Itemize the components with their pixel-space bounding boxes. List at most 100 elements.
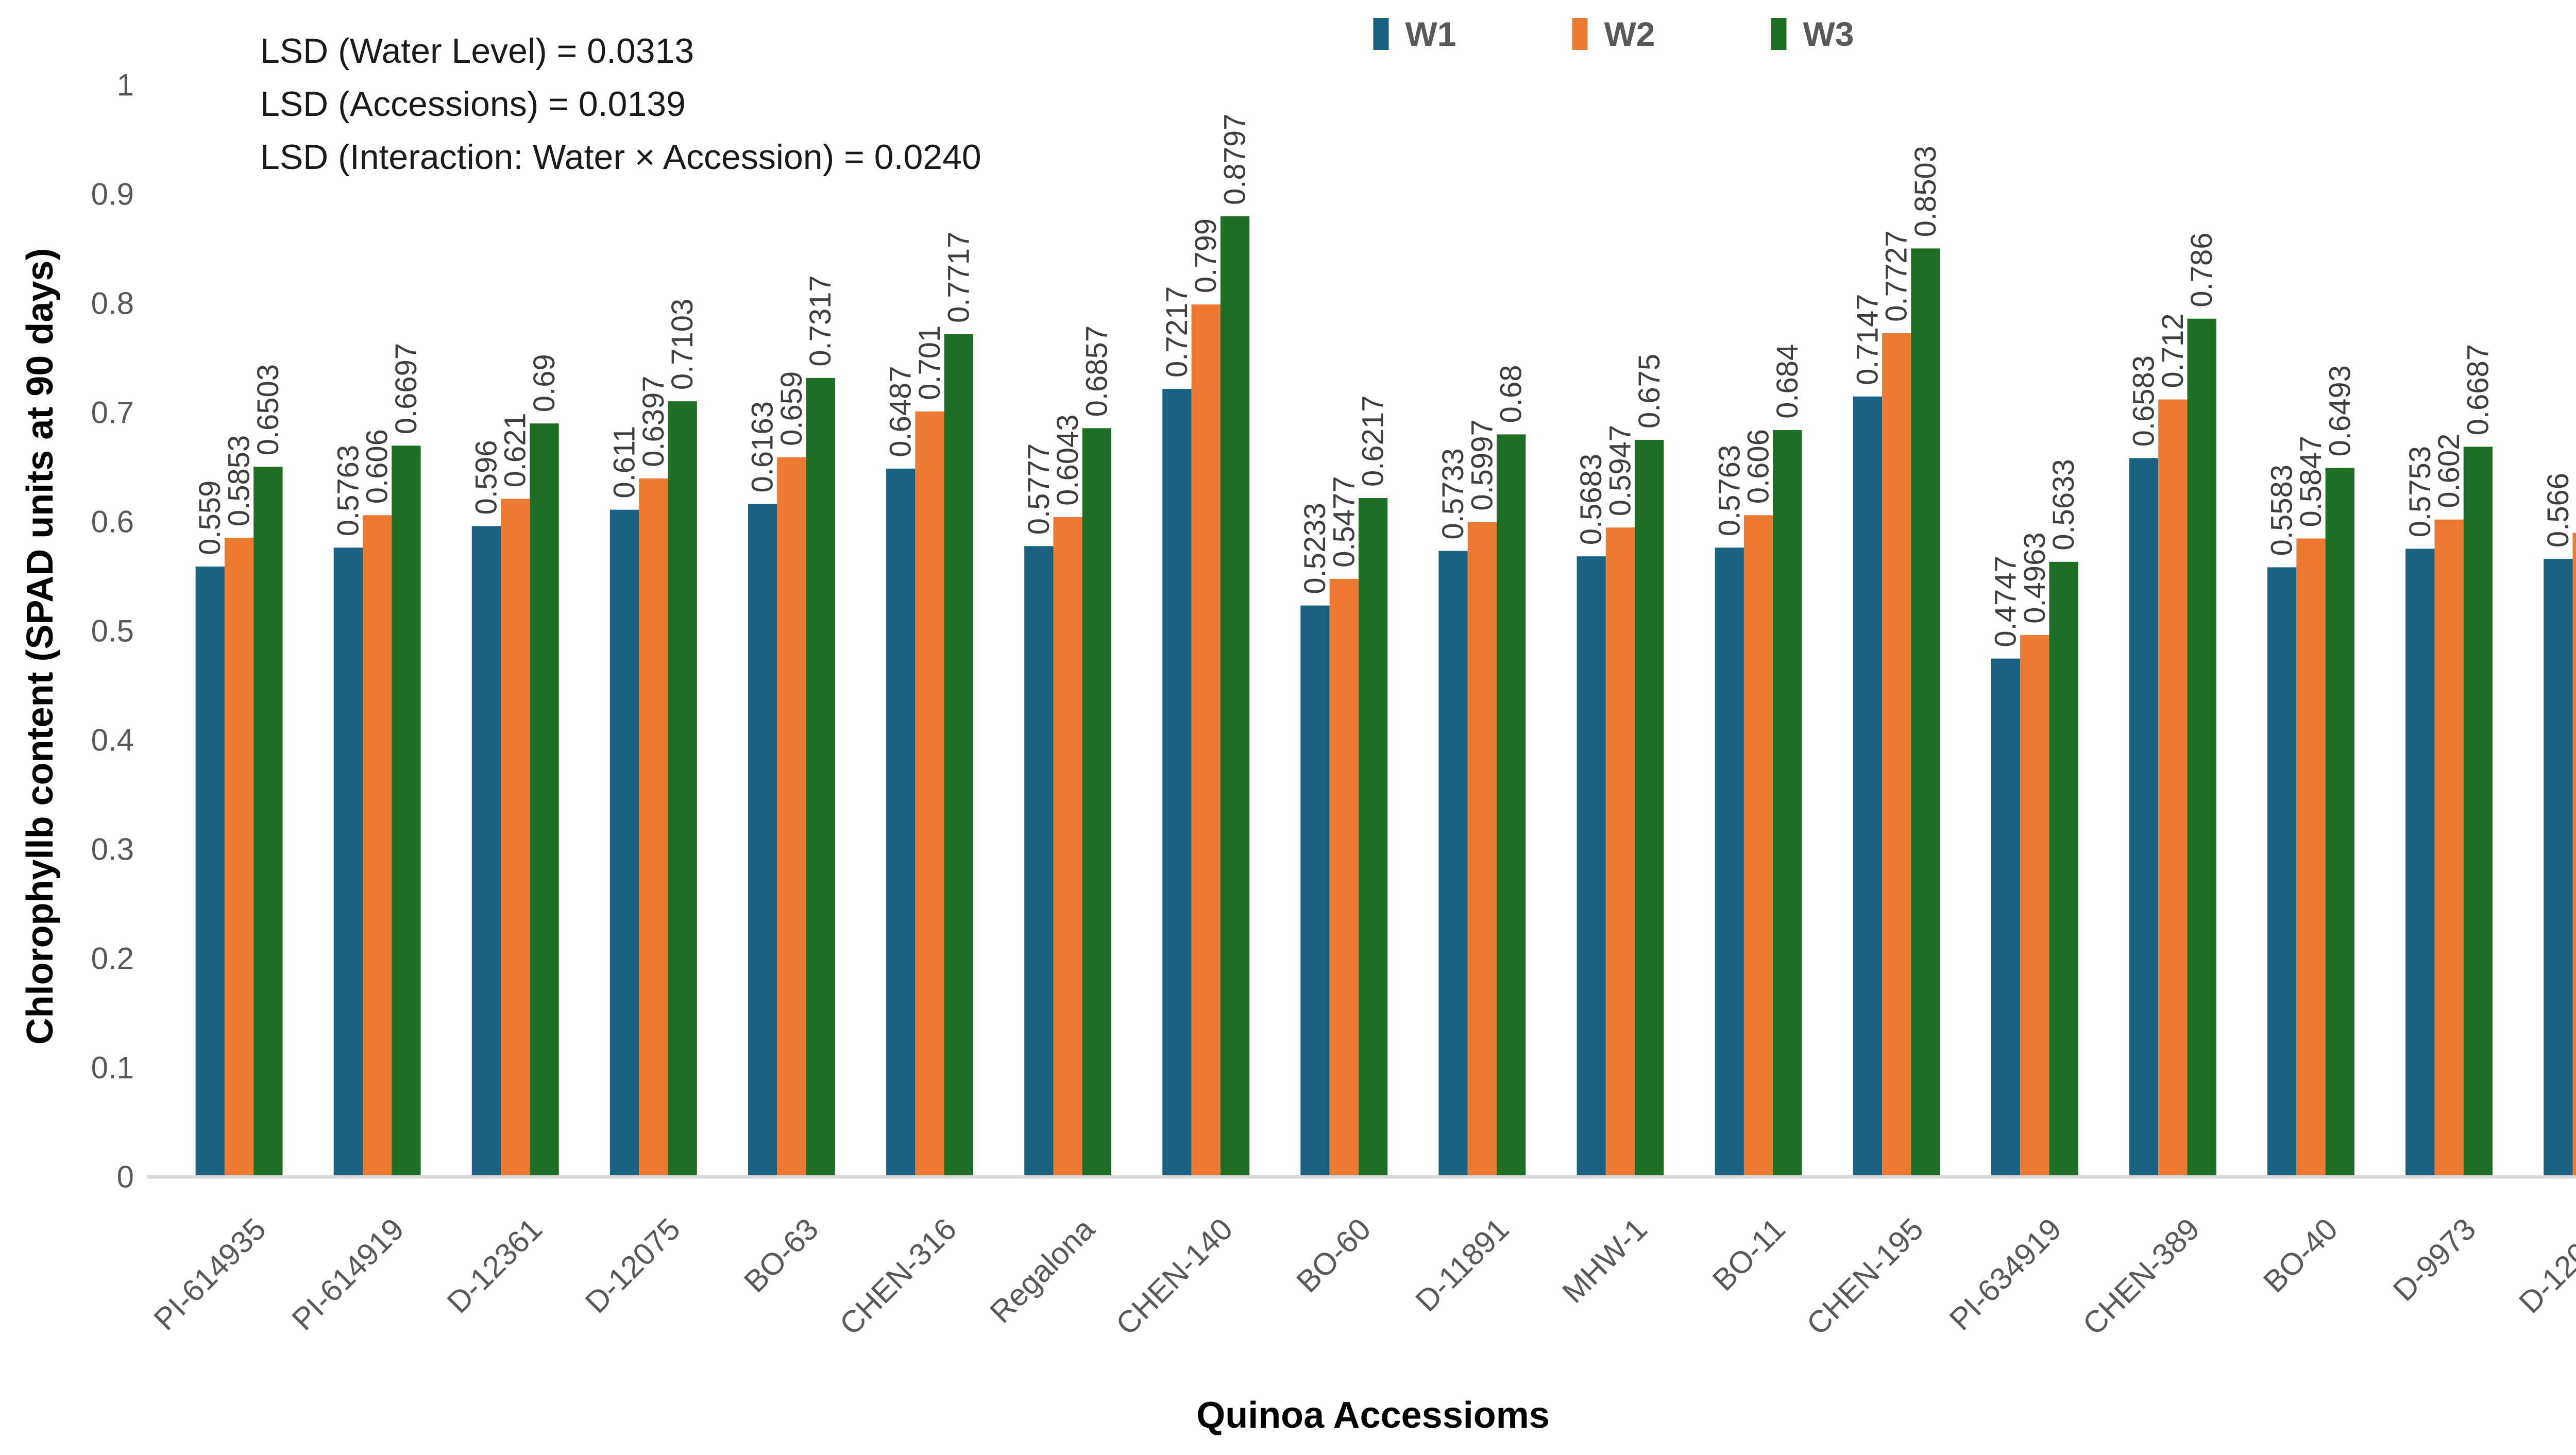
bar-value-label: 0.5853 xyxy=(223,435,256,526)
bar-value-label: 0.5847 xyxy=(2294,436,2328,527)
bar-value-label: 0.6217 xyxy=(1357,396,1390,487)
legend-swatch-icon xyxy=(1572,18,1588,50)
bar-value-label: 0.6697 xyxy=(389,343,423,434)
y-tick-label: 0.5 xyxy=(91,614,134,648)
category-label-BO-11: BO-11 xyxy=(1706,1211,1792,1297)
bar-w1-D-9973 xyxy=(2405,549,2435,1177)
bar-value-label: 0.6583 xyxy=(2127,355,2161,447)
category-label-CHEN-195: CHEN-195 xyxy=(1800,1211,1930,1342)
bar-w2-D-11891 xyxy=(1467,522,1497,1177)
bar-w3-PI-614935 xyxy=(253,467,283,1177)
legend-item-w2: W2 xyxy=(1572,14,1655,54)
bar-value-label: 0.5683 xyxy=(1574,454,1608,545)
bar-w1-BO-40 xyxy=(2267,567,2297,1177)
bar-value-label: 0.5633 xyxy=(2047,459,2080,550)
bar-w2-D-12075 xyxy=(639,478,668,1177)
y-tick-label: 0.9 xyxy=(91,177,134,212)
bar-value-label: 0.7217 xyxy=(1160,286,1194,378)
category-label-D-12361: D-12361 xyxy=(440,1211,549,1320)
legend-item-w3: W3 xyxy=(1771,14,1854,54)
bar-w2-D-12085 xyxy=(2572,533,2576,1177)
bar-value-label: 0.5997 xyxy=(1465,419,1499,510)
bar-w3-BO-63 xyxy=(806,378,835,1177)
bar-value-label: 0.5777 xyxy=(1022,443,1056,535)
legend-label: W2 xyxy=(1604,15,1655,53)
bar-w3-BO-40 xyxy=(2325,468,2354,1177)
bar-value-label: 0.6687 xyxy=(2461,344,2495,435)
y-tick-label: 0.2 xyxy=(91,942,134,976)
category-label-BO-40: BO-40 xyxy=(2257,1211,2344,1299)
y-tick-label: 0.3 xyxy=(91,832,134,867)
bar-w1-CHEN-140 xyxy=(1162,388,1192,1177)
bar-value-label: 0.712 xyxy=(2156,313,2190,388)
bar-value-label: 0.5897 xyxy=(2570,430,2576,521)
bar-value-label: 0.659 xyxy=(775,371,808,446)
bar-value-label: 0.7147 xyxy=(1851,294,1884,385)
legend-swatch-icon xyxy=(1373,18,1389,50)
bar-value-label: 0.5583 xyxy=(2265,465,2299,556)
category-label-CHEN-140: CHEN-140 xyxy=(1109,1211,1240,1342)
bar-w2-BO-60 xyxy=(1329,578,1359,1177)
y-tick-label: 0.4 xyxy=(91,723,134,758)
bar-w2-D-12361 xyxy=(501,499,530,1177)
bar-w1-BO-60 xyxy=(1300,605,1330,1177)
bar-value-label: 0.5947 xyxy=(1604,425,1637,516)
category-label-D-9973: D-9973 xyxy=(2386,1211,2483,1308)
bar-w1-D-11891 xyxy=(1438,551,1468,1177)
bar-w3-D-11891 xyxy=(1497,434,1526,1177)
bar-w3-D-12361 xyxy=(530,423,559,1177)
bar-w3-D-12075 xyxy=(668,401,697,1177)
legend: W1 W2 W3 xyxy=(1373,14,1854,54)
bar-value-label: 0.6493 xyxy=(2323,365,2357,456)
bar-value-label: 0.559 xyxy=(193,481,227,555)
category-label-MHW-1: MHW-1 xyxy=(1555,1211,1653,1309)
bar-value-label: 0.799 xyxy=(1189,218,1223,293)
bar-w3-BO-11 xyxy=(1773,430,1802,1177)
category-label-D-11891: D-11891 xyxy=(1409,1211,1516,1318)
bar-w1-D-12085 xyxy=(2544,559,2573,1177)
bar-value-label: 0.68 xyxy=(1495,365,1528,423)
y-tick-label: 0.8 xyxy=(91,286,134,321)
bar-value-label: 0.5763 xyxy=(331,445,365,536)
bar-w2-PI-614935 xyxy=(224,538,254,1177)
legend-label: W1 xyxy=(1405,15,1456,53)
bar-value-label: 0.4963 xyxy=(2018,532,2052,623)
category-label-PI-614935: PI-614935 xyxy=(147,1211,273,1337)
bar-w3-MHW-1 xyxy=(1635,440,1664,1177)
bar-w2-D-9973 xyxy=(2434,519,2464,1177)
bar-w3-PI-614919 xyxy=(392,446,421,1177)
bar-w2-PI-634919 xyxy=(2020,635,2049,1177)
category-label-D-12075: D-12075 xyxy=(579,1211,687,1320)
bar-w2-CHEN-195 xyxy=(1882,333,1911,1177)
bar-value-label: 0.596 xyxy=(469,440,503,515)
bar-value-label: 0.4747 xyxy=(1989,556,2022,647)
bar-value-label: 0.701 xyxy=(913,326,946,400)
bar-w2-Regalona xyxy=(1053,517,1082,1177)
bar-value-label: 0.6857 xyxy=(1080,326,1113,417)
bar-value-label: 0.6503 xyxy=(251,364,285,455)
y-tick-label: 0 xyxy=(117,1160,134,1194)
category-label-CHEN-389: CHEN-389 xyxy=(2076,1211,2207,1342)
bar-w1-BO-63 xyxy=(748,504,777,1177)
bar-w1-D-12361 xyxy=(471,526,501,1177)
bar-w1-PI-634919 xyxy=(1991,658,2021,1177)
bar-w1-CHEN-195 xyxy=(1853,396,1883,1177)
lsd-line-interaction: LSD (Interaction: Water × Accession) = 0… xyxy=(260,138,981,177)
category-label-BO-60: BO-60 xyxy=(1290,1211,1378,1299)
bar-w1-BO-11 xyxy=(1715,547,1744,1177)
bar-value-label: 0.6163 xyxy=(746,401,779,492)
bar-value-label: 0.7317 xyxy=(804,275,837,366)
legend-item-w1: W1 xyxy=(1373,14,1456,54)
category-label-D-12085: D-12085 xyxy=(2512,1211,2576,1320)
y-axis-title: Chlorophyllb content (SPAD units at 90 d… xyxy=(20,248,61,1045)
bar-value-label: 0.5233 xyxy=(1298,503,1332,594)
legend-label: W3 xyxy=(1803,15,1854,53)
category-label-BO-63: BO-63 xyxy=(737,1211,825,1299)
bar-value-label: 0.8797 xyxy=(1218,114,1252,205)
bar-value-label: 0.7103 xyxy=(666,299,699,390)
legend-swatch-icon xyxy=(1771,18,1787,50)
bar-w3-CHEN-316 xyxy=(944,334,973,1177)
bar-value-label: 0.5477 xyxy=(1327,476,1361,567)
bar-w3-CHEN-195 xyxy=(1911,248,1940,1177)
category-label-Regalona: Regalona xyxy=(983,1211,1101,1329)
